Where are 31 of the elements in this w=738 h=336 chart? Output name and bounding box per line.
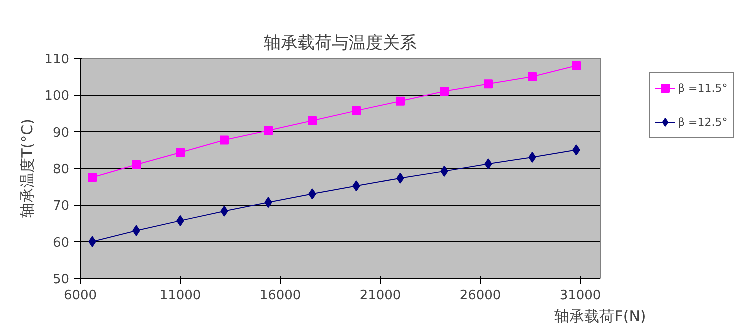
point bbox=[308, 116, 317, 126]
y-tick-label: 60 bbox=[52, 236, 70, 251]
point bbox=[396, 96, 405, 106]
chart-title: 轴承载荷与温度关系 bbox=[264, 34, 417, 54]
point bbox=[176, 148, 185, 158]
point bbox=[528, 72, 537, 82]
y-tick-label: 90 bbox=[52, 126, 70, 141]
y-tick-label: 80 bbox=[52, 162, 70, 178]
x-tick-label: 11000 bbox=[160, 288, 202, 304]
y-tick-label: 100 bbox=[44, 89, 70, 104]
y-tick-label: 110 bbox=[44, 52, 70, 68]
legend-label: β =12.5° bbox=[678, 116, 728, 128]
y-tick-label: 70 bbox=[52, 199, 70, 214]
x-tick-label: 31000 bbox=[560, 288, 602, 304]
point bbox=[440, 87, 449, 96]
point bbox=[264, 126, 273, 136]
point bbox=[352, 106, 361, 116]
y-axis-title: 轴承温度T(°C) bbox=[18, 119, 37, 218]
point bbox=[220, 136, 229, 145]
point bbox=[528, 152, 536, 163]
y-tick-label: 50 bbox=[52, 272, 70, 288]
x-axis-title: 轴承载荷F(N) bbox=[554, 308, 646, 326]
x-tick-label: 26000 bbox=[460, 288, 502, 304]
x-tick-label: 6000 bbox=[64, 288, 98, 304]
point bbox=[484, 80, 493, 89]
x-tick-label: 21000 bbox=[360, 288, 402, 304]
point bbox=[88, 173, 97, 182]
point bbox=[132, 160, 141, 170]
legend-label: β =11.5° bbox=[678, 82, 728, 94]
point bbox=[572, 61, 581, 70]
x-tick-label: 16000 bbox=[260, 288, 302, 304]
